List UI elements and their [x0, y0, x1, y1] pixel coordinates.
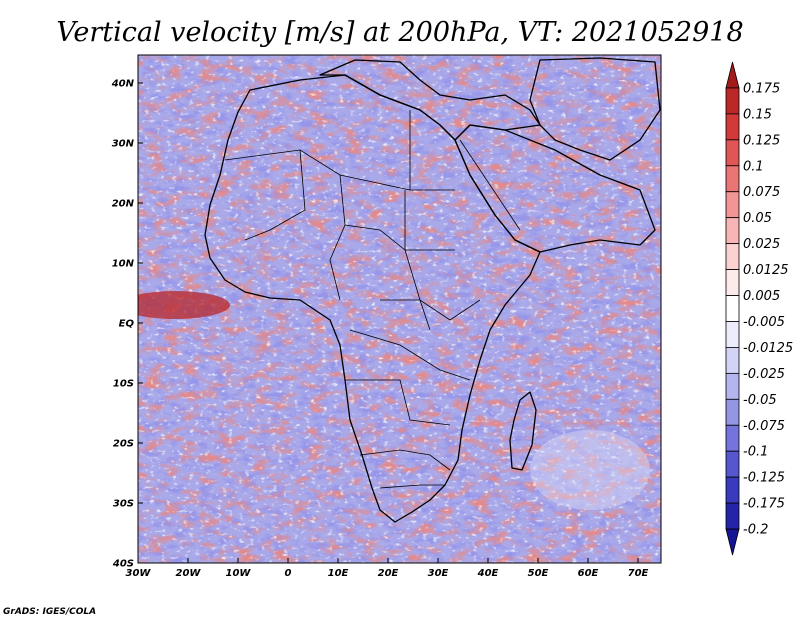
colorbar-swatch	[725, 243, 740, 270]
lon-tick-label: 0	[285, 568, 292, 579]
colorbar-swatch	[725, 321, 740, 348]
colorbar-swatch	[725, 476, 740, 504]
lon-tick-label: 10E	[328, 568, 349, 579]
colorbar-label: 0.125	[743, 133, 780, 148]
colorbar-legend: 0.175 0.15 0.125 0.1 0.075 0.05 0.025 0.0125 0.0…	[725, 61, 793, 556]
plot-frame	[137, 54, 662, 564]
colorbar-label: 0.175	[743, 81, 780, 96]
colorbar-swatch	[725, 113, 740, 141]
lat-tick-label: 20N	[112, 199, 135, 210]
country-borders	[224, 110, 521, 489]
colorbar-swatch	[725, 372, 740, 400]
lat-tick-label: 30S	[113, 499, 134, 510]
colorbar-swatch	[725, 450, 740, 478]
colorbar-label: -0.025	[743, 367, 785, 382]
colorbar-swatch	[725, 347, 740, 374]
colorbar-swatch	[725, 424, 740, 452]
latitude-axis: 40N 30N 20N 10N EQ 10S 20S 30S 40S	[111, 79, 143, 570]
lat-tick-label: 10S	[113, 379, 134, 390]
colorbar-swatch	[725, 191, 740, 219]
lon-tick-label: 40E	[477, 568, 499, 579]
lon-tick-label: 10W	[226, 568, 252, 579]
colorbar-label: -0.2	[743, 523, 768, 538]
longitude-axis: 30W 20W 10W 0 10E 20E 30E 40E 50E 60E 70E	[126, 558, 649, 579]
colorbar-swatch	[725, 61, 740, 89]
lat-tick-label: 20S	[113, 439, 134, 450]
grads-credit: GrADS: IGES/COLA	[3, 607, 96, 617]
colorbar-label: 0.025	[743, 237, 780, 252]
lon-tick-label: 30E	[428, 568, 449, 579]
colorbar-label: 0.1	[743, 159, 764, 174]
colorbar-label: -0.125	[743, 471, 785, 486]
colorbar-swatch	[725, 165, 740, 193]
colorbar-label: 0.05	[743, 211, 772, 226]
colorbar-swatch	[725, 217, 740, 245]
lat-tick-label: EQ	[119, 319, 135, 330]
colorbar-label: -0.0125	[743, 341, 793, 356]
lat-tick-label: 40S	[112, 559, 134, 570]
colorbar-label: 0.005	[743, 289, 780, 304]
colorbar-label: 0.075	[743, 185, 780, 200]
map-title: Vertical velocity [m/s] at 200hPa, VT: 2…	[56, 17, 743, 48]
colorbar-label: 0.0125	[743, 263, 789, 278]
colorbar-swatch	[725, 502, 740, 530]
lon-tick-label: 50E	[528, 568, 549, 579]
lon-tick-label: 70E	[628, 568, 649, 579]
velocity-field	[138, 55, 661, 563]
colorbar-swatch	[725, 269, 740, 296]
lat-tick-label: 40N	[111, 79, 135, 90]
coastlines	[204, 57, 661, 523]
colorbar-label: -0.175	[743, 497, 785, 512]
colorbar-swatch	[725, 295, 740, 322]
colorbar-swatch	[725, 87, 740, 115]
lon-tick-label: 20E	[378, 568, 399, 579]
lon-tick-label: 20W	[176, 568, 202, 579]
lon-tick-label: 30W	[126, 568, 152, 579]
lat-tick-label: 10N	[112, 259, 135, 270]
colorbar-label: -0.1	[743, 445, 768, 460]
lat-tick-label: 30N	[112, 139, 135, 150]
colorbar-label: -0.075	[743, 419, 785, 434]
lon-tick-label: 60E	[578, 568, 599, 579]
colorbar-swatch	[725, 528, 740, 556]
colorbar-label: -0.005	[743, 315, 785, 330]
colorbar-swatch	[725, 398, 740, 426]
colorbar-label: -0.05	[743, 393, 777, 408]
colorbar-label: 0.15	[743, 107, 772, 122]
colorbar-swatch	[725, 139, 740, 167]
